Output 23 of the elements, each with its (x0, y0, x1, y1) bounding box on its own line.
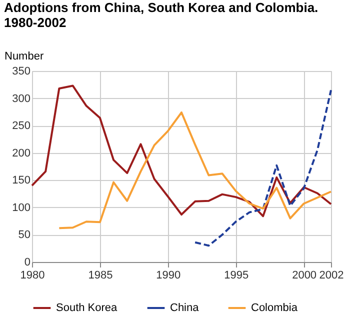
legend-label: China (170, 302, 200, 314)
y-tick-label: 300 (12, 92, 30, 105)
y-tick-label: 250 (12, 120, 30, 132)
text: Adoptions from China, South Korea and Colombia. (4, 0, 318, 15)
y-tick-label: 350 (12, 66, 30, 78)
line-series (58, 111, 332, 230)
y-axis-title: Number (4, 50, 44, 62)
legend-label: Colombia (251, 302, 298, 314)
x-tick-label: 2002 (319, 270, 344, 282)
y-tick-label: 0 (24, 256, 30, 268)
y-tick-label: 100 (12, 202, 30, 214)
x-tick-label: 2000 (292, 270, 317, 282)
x-tick-label: 1995 (224, 270, 249, 282)
x-tick-label: 1990 (156, 270, 181, 282)
legend-label: South Korea (56, 302, 118, 314)
x-tick-label: 1985 (88, 270, 113, 282)
text: 1980-2002 (4, 15, 66, 30)
line-series (31, 84, 332, 218)
y-tick-label: 50 (18, 229, 30, 242)
y-tick-label: 200 (12, 147, 30, 160)
y-tick-label: 150 (12, 174, 30, 187)
x-tick-label: 1980 (20, 270, 45, 282)
line-series (194, 89, 332, 247)
